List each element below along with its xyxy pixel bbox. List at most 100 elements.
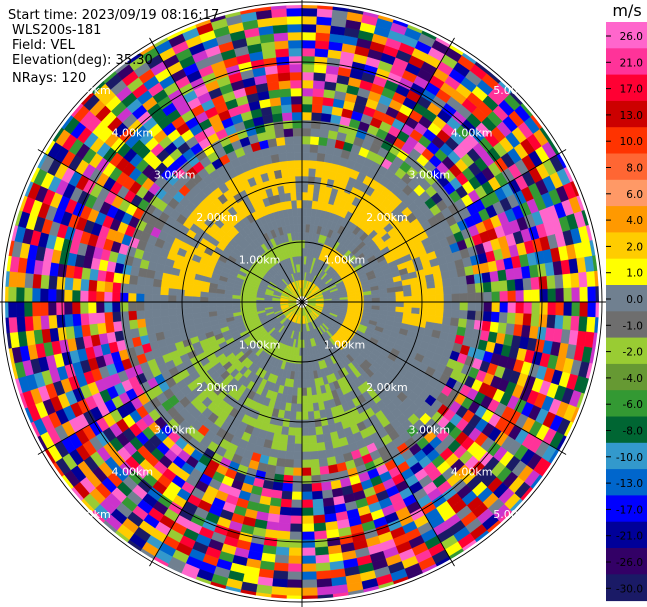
velocity-cell [294,427,303,437]
velocity-cell [296,199,303,209]
velocity-cell [191,295,201,303]
velocity-cell [316,578,333,588]
velocity-cell [332,592,350,599]
velocity-cell [23,301,33,317]
velocity-cell [297,223,303,233]
velocity-cell [301,571,317,581]
velocity-cell [592,332,599,350]
velocity-cell [301,39,316,49]
velocity-cell [594,270,599,287]
velocity-cell [419,307,429,316]
velocity-cell [515,301,525,314]
velocity-cell [301,47,316,57]
velocity-cell [127,301,137,312]
velocity-cell [286,587,303,597]
site-name: WLS200s-181 [12,23,102,38]
velocity-cell [505,323,516,336]
velocity-cell [466,310,477,321]
velocity-cell [55,301,65,316]
velocity-cell [24,272,34,289]
range-ring-label: 1.00km [324,254,366,267]
velocity-cell [403,290,413,297]
colorbar-tick-label: -30.0 [616,583,643,595]
velocity-cell [191,290,201,297]
velocity-cell [160,315,170,325]
velocity-cell [40,274,50,289]
range-ring-label: 1.00km [324,338,366,351]
velocity-cell [311,104,323,114]
velocity-cell [293,459,303,469]
velocity-cell [301,467,312,477]
velocity-cell [290,79,303,89]
velocity-cell [16,316,26,333]
velocity-cell [88,279,98,292]
velocity-cell [290,95,303,105]
velocity-cell [286,151,295,162]
velocity-cell [301,523,315,533]
velocity-cell [410,283,420,291]
velocity-cell [531,289,541,303]
velocity-cell [282,119,294,130]
velocity-cell [317,449,327,460]
velocity-cell [578,271,588,288]
velocity-cell [278,442,288,452]
colorbar-unit: m/s [612,1,641,20]
velocity-cell [31,287,41,303]
velocity-cell [301,411,309,421]
velocity-cell [587,286,597,303]
velocity-cell [507,290,517,303]
velocity-cell [290,507,303,517]
velocity-cell [555,288,565,303]
velocity-cell [474,282,485,294]
range-ring-label: 4.00km [112,466,154,479]
velocity-cell [402,284,412,292]
velocity-cell [119,310,130,322]
velocity-cell [301,531,315,541]
velocity-cell [301,483,313,493]
velocity-cell [273,562,289,572]
velocity-cell [159,301,169,310]
velocity-cell [280,96,292,106]
velocity-cell [289,531,303,541]
velocity-cell [442,309,453,318]
velocity-cell [291,111,303,121]
velocity-cell [167,308,177,317]
velocity-cell [286,442,295,453]
velocity-cell [293,451,303,461]
velocity-cell [301,31,317,41]
velocity-cell [281,104,293,114]
velocity-cell [286,15,303,25]
velocity-cell [296,387,303,397]
velocity-cell [293,135,303,145]
velocity-cell [297,379,303,389]
velocity-cell [176,314,186,322]
velocity-cell [151,301,161,311]
velocity-cell [135,293,145,303]
velocity-cell [287,31,303,41]
velocity-cell [522,277,532,291]
velocity-cell [104,311,114,323]
velocity-cell [490,281,500,293]
velocity-cell [481,320,492,332]
velocity-cell [80,278,90,292]
velocity-cell [281,490,293,500]
velocity-cell [395,296,405,303]
velocity-cell [312,80,326,90]
velocity-cell [152,278,162,288]
velocity-cell [286,435,296,445]
velocity-cell [301,459,311,469]
velocity-cell [411,289,421,297]
velocity-cell [419,295,429,303]
velocity-cell [308,159,318,169]
velocity-cell [322,497,335,508]
velocity-cell [322,96,335,107]
velocity-cell [427,294,437,303]
colorbar-tick-label: 4.0 [626,215,643,227]
velocity-cell [276,56,290,66]
velocity-cell [314,418,322,428]
velocity-cell [15,286,25,303]
velocity-cell [120,319,131,331]
velocity-cell [295,411,303,421]
velocity-cell [443,301,453,311]
colorbar-tick-label: 1.0 [626,268,643,280]
